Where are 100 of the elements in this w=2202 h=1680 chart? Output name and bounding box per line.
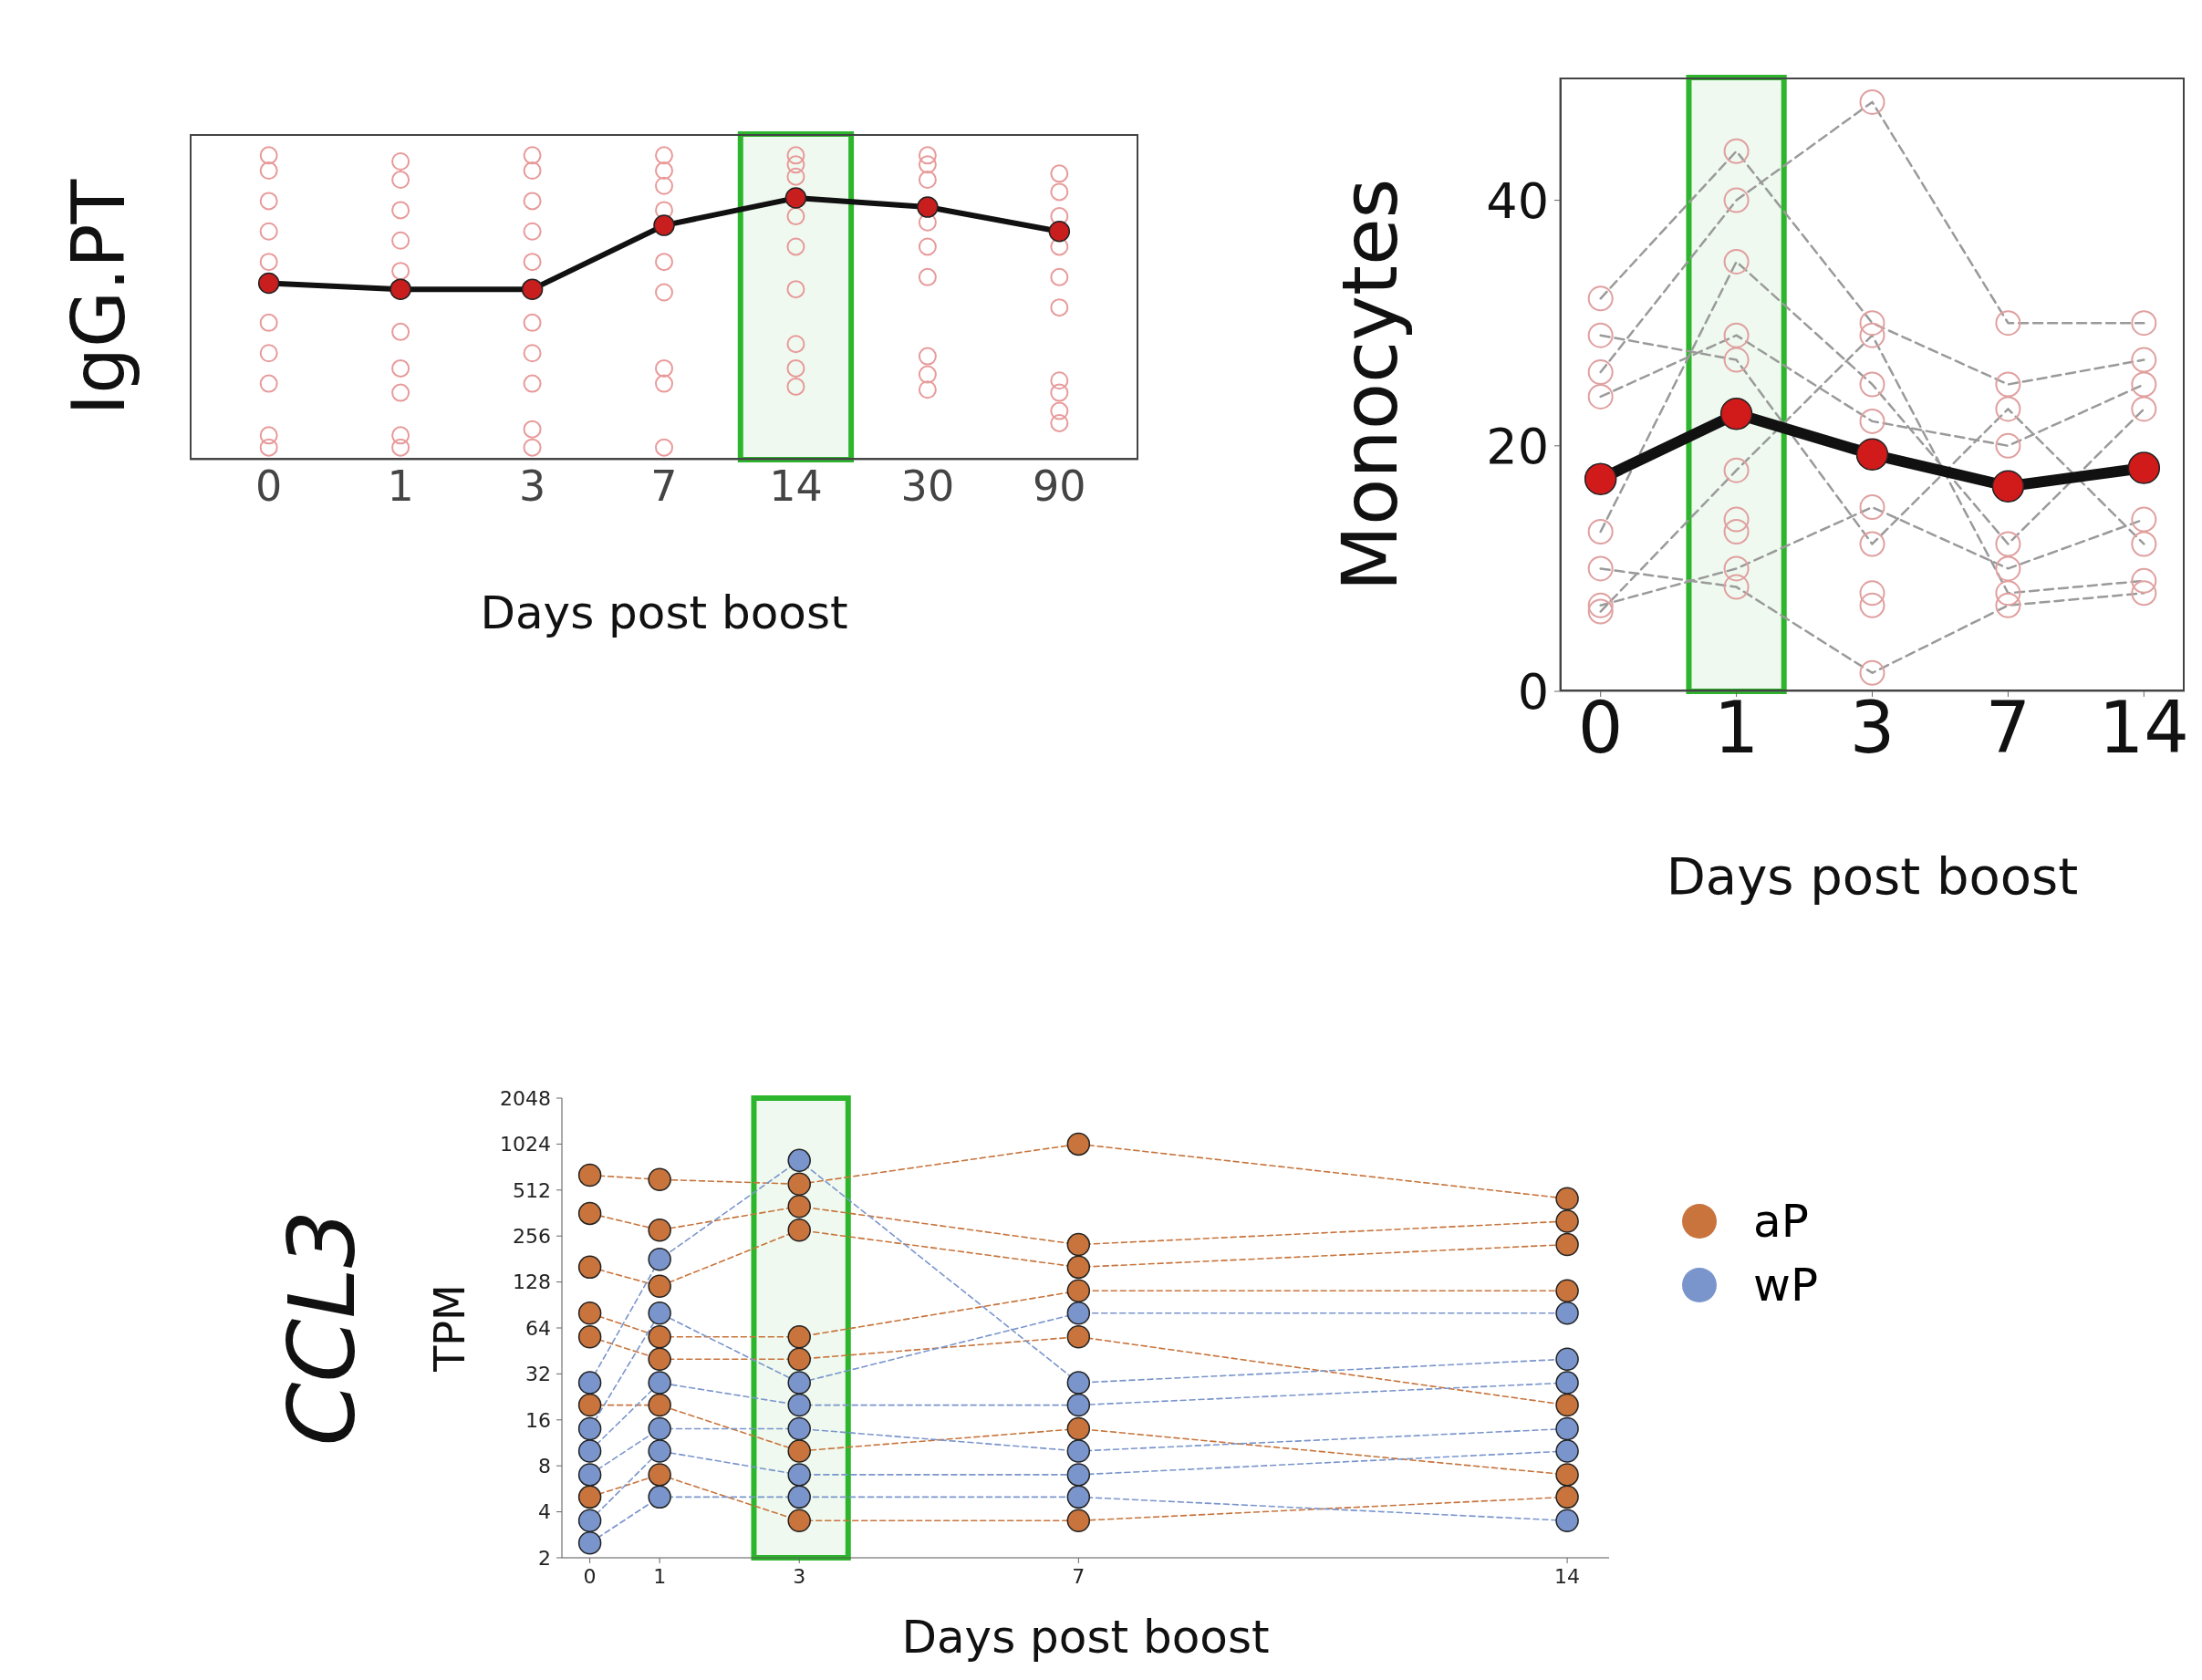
y-tick-label: 2048 [500, 1086, 551, 1110]
point [1555, 1439, 1579, 1463]
point [787, 1195, 811, 1219]
point [1555, 1232, 1579, 1257]
point [577, 1255, 602, 1280]
x-tick-label: 14 [2098, 687, 2189, 770]
point [1555, 1509, 1579, 1533]
point [577, 1509, 602, 1533]
point [1066, 1232, 1091, 1257]
point [1066, 1416, 1091, 1441]
point [1066, 1485, 1091, 1509]
point [787, 1148, 811, 1173]
point [1048, 221, 1071, 243]
legend-label: aP [1753, 1194, 1809, 1250]
point [577, 1531, 602, 1555]
point [1555, 1463, 1579, 1487]
point [648, 1393, 671, 1417]
x-tick-label: 3 [518, 461, 546, 511]
point [787, 1347, 811, 1371]
point [1066, 1255, 1091, 1280]
point [577, 1439, 602, 1463]
point [787, 1324, 811, 1349]
point [1066, 1371, 1091, 1395]
y-tick-label: 4 [538, 1500, 551, 1524]
point [917, 196, 939, 218]
point [1066, 1324, 1091, 1349]
point [1555, 1209, 1579, 1233]
x-axis-title: Days post boost [901, 1611, 1270, 1664]
point [1555, 1301, 1579, 1325]
point [648, 1274, 671, 1299]
x-tick-label: 14 [769, 461, 823, 511]
point [577, 1163, 602, 1187]
y-axis-title: IgG.PT [56, 179, 141, 415]
y-tick-label: 8 [538, 1455, 551, 1478]
x-axis-title: Days post boost [1666, 846, 2079, 906]
point [577, 1463, 602, 1487]
x-tick-label: 90 [1033, 461, 1086, 511]
point [787, 1393, 811, 1417]
point [787, 1371, 811, 1395]
point [1066, 1393, 1091, 1417]
point [787, 1416, 811, 1441]
point [787, 1463, 811, 1487]
point [787, 1485, 811, 1509]
point [1555, 1279, 1579, 1303]
point [257, 272, 280, 295]
x-tick-label: 30 [900, 461, 955, 511]
legend-label: wP [1753, 1258, 1819, 1313]
x-tick-label: 7 [1072, 1564, 1085, 1588]
x-axis-title: Days post boost [480, 586, 848, 639]
x-tick-label: 1 [1713, 687, 1760, 770]
point [648, 1167, 671, 1192]
point [653, 214, 675, 236]
point [648, 1301, 671, 1325]
point [390, 278, 411, 300]
point [521, 278, 544, 300]
x-tick-label: 3 [793, 1564, 806, 1588]
point [648, 1416, 671, 1441]
point [577, 1393, 602, 1417]
point [577, 1301, 602, 1325]
point [577, 1485, 602, 1509]
y-tick-label: 512 [513, 1178, 551, 1202]
y-tick-label: 2 [538, 1546, 551, 1570]
point [787, 1218, 811, 1242]
point [1066, 1439, 1091, 1463]
point [1555, 1393, 1579, 1417]
y-axis-title: TPM [425, 1284, 474, 1372]
point [648, 1218, 671, 1242]
point [1066, 1509, 1091, 1533]
x-tick-label: 3 [1849, 687, 1896, 770]
x-tick-label: 7 [1985, 687, 2031, 770]
x-tick-label: 1 [387, 461, 414, 511]
point [577, 1201, 602, 1226]
point [1066, 1301, 1091, 1325]
point [787, 1509, 811, 1533]
x-tick-label: 0 [583, 1564, 597, 1588]
point [1555, 1485, 1579, 1509]
point [787, 1439, 811, 1463]
point [648, 1463, 671, 1487]
y-tick-label: 128 [513, 1270, 551, 1294]
x-tick-label: 0 [1577, 687, 1624, 770]
x-tick-label: 0 [255, 461, 283, 511]
point [648, 1347, 671, 1371]
y-tick-label: 256 [513, 1225, 551, 1249]
y-tick-label: 40 [1486, 171, 1549, 230]
point [1555, 1416, 1579, 1441]
point [1066, 1132, 1091, 1156]
point [577, 1416, 602, 1441]
point [577, 1371, 602, 1395]
y-tick-label: 16 [525, 1408, 551, 1432]
y-tick-label: 20 [1486, 417, 1549, 475]
y-tick-label: 32 [525, 1363, 551, 1386]
point [577, 1324, 602, 1349]
point [648, 1248, 671, 1271]
point [648, 1371, 671, 1395]
point [1066, 1463, 1091, 1487]
y-tick-label: 1024 [500, 1133, 551, 1156]
x-tick-label: 14 [1554, 1564, 1581, 1588]
y-axis-title: Monocytes [1325, 178, 1415, 591]
point [648, 1324, 671, 1349]
point [1555, 1187, 1579, 1210]
